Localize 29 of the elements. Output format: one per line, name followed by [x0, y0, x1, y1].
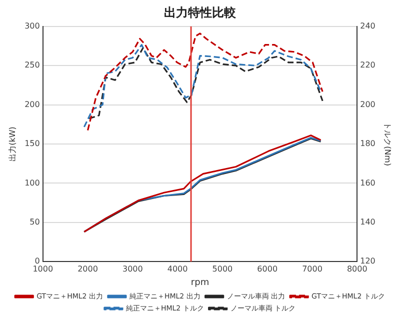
line-series [83, 44, 322, 128]
y-tick-label: 150 [24, 139, 40, 148]
x-tick-label: 3000 [122, 264, 143, 274]
x-tick-label: 4000 [167, 264, 188, 274]
y2-tick-label: 240 [360, 21, 376, 30]
y-tick-label: 200 [24, 100, 40, 109]
y-tick-label: 300 [24, 21, 40, 30]
x-tick-label: 5000 [212, 264, 233, 274]
y2-tick-label: 120 [360, 256, 376, 266]
x-tick-label: 1000 [32, 264, 54, 274]
y-tick-label: 50 [30, 217, 40, 226]
x-tick-label: 2000 [78, 264, 98, 274]
y2-tick-label: 140 [360, 217, 376, 226]
x-tick-label: 7000 [302, 264, 322, 274]
y2-tick-label: 200 [360, 100, 376, 109]
y-tick-label: 0 [34, 256, 40, 266]
line-series [86, 32, 324, 132]
y2-tick-label: 160 [360, 178, 376, 188]
y2-axis-title: トルク(Nm) [383, 122, 392, 166]
y2-tick-label: 220 [360, 60, 376, 70]
x-tick-label: 6000 [257, 264, 278, 274]
y-tick-label: 100 [24, 178, 40, 188]
y-tick-label: 250 [24, 60, 40, 70]
line-series [88, 47, 324, 120]
chart-title: 出力特性比較 [164, 5, 237, 20]
y-axis-title: 出力(kW) [8, 126, 17, 162]
y2-tick-label: 180 [360, 139, 376, 148]
x-axis-title: rpm [190, 278, 210, 288]
x-tick-label: 8000 [346, 264, 368, 274]
